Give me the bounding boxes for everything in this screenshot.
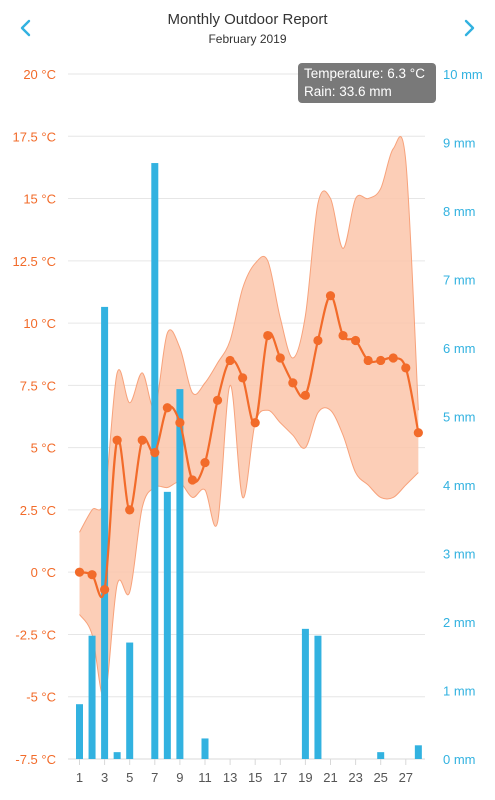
- data-tooltip: Temperature: 6.3 °C Rain: 33.6 mm: [298, 63, 436, 103]
- report-period: February 2019: [208, 32, 287, 46]
- temperature-point: [338, 330, 348, 341]
- temperature-point: [175, 418, 185, 428]
- temperature-point: [225, 355, 235, 366]
- rain-bar: [301, 628, 309, 759]
- x-tick-label: 5: [126, 770, 133, 785]
- y-left-tick-label: 0 °C: [31, 565, 56, 580]
- x-tick-label: 17: [273, 770, 287, 785]
- temperature-point: [288, 378, 298, 388]
- temperature-point: [187, 475, 198, 485]
- chevron-right-icon: [464, 19, 475, 37]
- x-tick-label: 1: [76, 770, 83, 785]
- next-month-button[interactable]: [457, 14, 481, 42]
- x-tick-label: 27: [399, 770, 413, 785]
- y-right-tick-label: 2 mm: [443, 615, 476, 630]
- temperature-point: [401, 363, 411, 373]
- x-tick-label: 13: [223, 770, 237, 785]
- rain-bar: [377, 752, 385, 759]
- rain-bar: [176, 389, 184, 759]
- x-tick-label: 3: [101, 770, 108, 785]
- temperature-low-line: [79, 384, 419, 698]
- y-right-tick-label: 5 mm: [443, 410, 476, 425]
- rain-bar: [314, 635, 322, 759]
- previous-month-button[interactable]: [14, 14, 38, 42]
- y-left-tick-label: 5 °C: [31, 441, 56, 456]
- report-title: Monthly Outdoor Report: [167, 11, 328, 28]
- temperature-point: [351, 335, 361, 346]
- y-left-tick-label: 10 °C: [23, 316, 56, 331]
- rain-bar: [126, 642, 134, 759]
- temperature-point: [238, 373, 248, 383]
- temperature-point: [325, 291, 336, 301]
- temperature-point: [376, 355, 386, 366]
- rain-bar: [88, 635, 96, 759]
- temperature-point: [388, 353, 398, 363]
- y-right-tick-label: 9 mm: [443, 136, 476, 151]
- y-right-tick-label: 3 mm: [443, 547, 476, 562]
- rain-bar: [151, 163, 159, 760]
- y-right-tick-label: 6 mm: [443, 341, 476, 356]
- y-left-tick-label: 12.5 °C: [12, 254, 56, 269]
- temperature-point: [263, 330, 273, 341]
- y-right-tick-label: 0 mm: [443, 752, 476, 767]
- temperature-point: [200, 457, 210, 468]
- x-tick-label: 9: [176, 770, 183, 785]
- temperature-point: [100, 585, 110, 595]
- x-tick-label: 11: [198, 770, 212, 785]
- rain-bar: [76, 704, 83, 759]
- rain-bar: [101, 306, 109, 759]
- temperature-point: [112, 435, 122, 445]
- temperature-range-band: [79, 136, 419, 698]
- y-right-tick-label: 10 mm: [443, 67, 483, 82]
- temperature-point: [363, 355, 373, 366]
- temperature-point: [250, 418, 260, 428]
- y-left-tick-label: 7.5 °C: [20, 378, 56, 393]
- temperature-point: [313, 335, 323, 346]
- temperature-point: [413, 428, 423, 438]
- x-tick-label: 19: [298, 770, 312, 785]
- y-right-tick-label: 7 mm: [443, 273, 476, 288]
- temperature-high-line: [79, 136, 419, 533]
- y-left-tick-label: 2.5 °C: [20, 503, 56, 518]
- temperature-point: [162, 403, 172, 413]
- y-left-tick-label: -7.5 °C: [15, 752, 56, 767]
- x-tick-label: 15: [248, 770, 262, 785]
- y-left-tick-label: 17.5 °C: [12, 129, 56, 144]
- y-left-tick-label: 20 °C: [23, 67, 56, 82]
- tooltip-rain: Rain: 33.6 mm: [304, 84, 392, 99]
- chevron-left-icon: [20, 19, 31, 37]
- x-tick-label: 23: [348, 770, 362, 785]
- rain-bar: [113, 752, 121, 759]
- temperature-point: [87, 570, 97, 580]
- x-tick-label: 25: [373, 770, 387, 785]
- y-right-tick-label: 1 mm: [443, 684, 476, 699]
- rain-bar: [414, 745, 422, 759]
- temperature-point: [212, 395, 223, 405]
- temperature-point: [125, 505, 135, 515]
- temperature-point: [300, 390, 310, 400]
- temperature-point: [137, 435, 147, 445]
- rain-bar: [201, 738, 209, 759]
- temperature-point: [275, 353, 285, 363]
- rain-bar: [163, 491, 171, 759]
- report-header: Monthly Outdoor Report February 2019: [0, 0, 495, 56]
- y-right-tick-label: 4 mm: [443, 478, 476, 493]
- y-left-tick-label: -5 °C: [26, 690, 56, 705]
- y-left-tick-label: -2.5 °C: [15, 627, 56, 642]
- x-tick-label: 21: [323, 770, 337, 785]
- tooltip-temperature: Temperature: 6.3 °C: [304, 66, 425, 81]
- temperature-point: [150, 448, 160, 458]
- temperature-point: [74, 567, 85, 577]
- y-left-tick-label: 15 °C: [23, 192, 56, 207]
- x-tick-label: 7: [151, 770, 158, 785]
- y-right-tick-label: 8 mm: [443, 204, 476, 219]
